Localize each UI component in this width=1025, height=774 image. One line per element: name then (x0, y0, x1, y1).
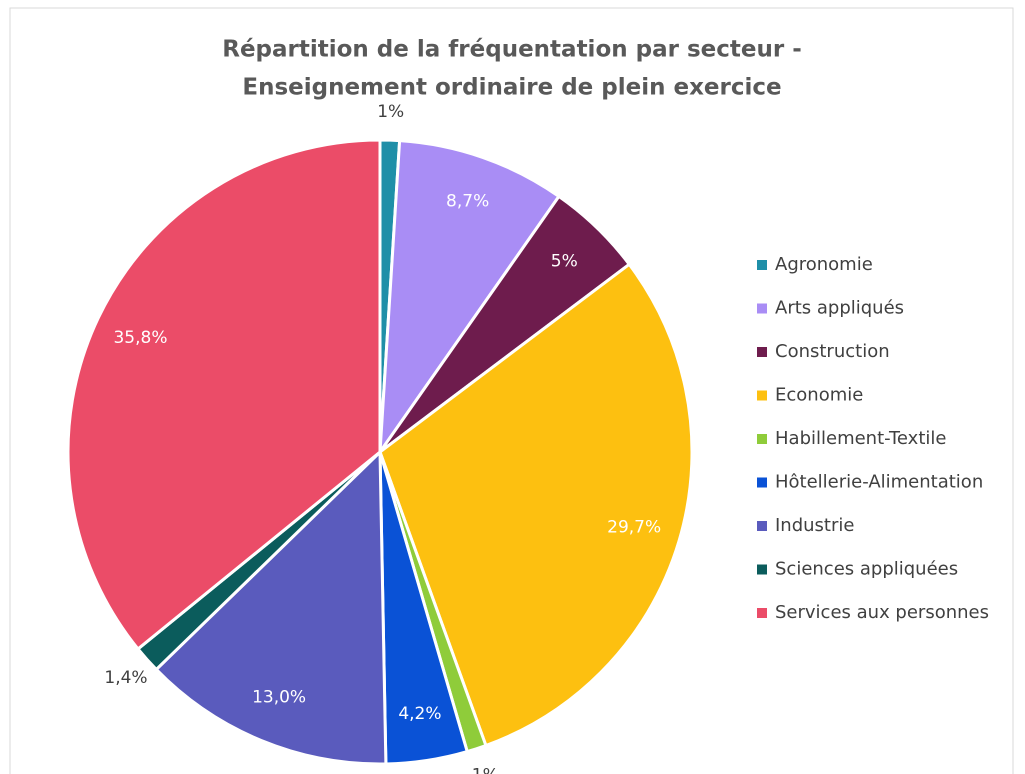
legend-label: Industrie (775, 515, 854, 536)
pie-slice (378, 139, 562, 458)
data-label: 29,7% (607, 518, 661, 538)
legend-label: Economie (775, 385, 863, 406)
data-label: 35,8% (113, 328, 167, 348)
legend-swatch (757, 564, 767, 575)
legend-swatch (757, 608, 767, 618)
chart-frame (9, 7, 1014, 774)
pie-slice (66, 138, 382, 652)
legend-label: Habillement-Textile (775, 428, 946, 449)
legend-swatch (757, 477, 767, 488)
pie-slice (378, 262, 694, 748)
data-label: 13,0% (252, 687, 306, 707)
data-label: 1,4% (104, 668, 147, 688)
pie-slice (154, 448, 388, 766)
legend-label: Sciences appliquées (775, 559, 958, 580)
legend-label: Agronomie (775, 254, 873, 275)
data-label: 1% (377, 102, 404, 122)
data-label: 4,2% (398, 704, 441, 724)
legend-label: Arts appliqués (775, 298, 904, 319)
legend-label: Construction (775, 341, 890, 362)
legend-swatch (757, 434, 767, 444)
legend-swatch (757, 390, 767, 401)
legend-swatch (757, 347, 767, 357)
chart-title: Répartition de la fréquentation par sect… (222, 37, 802, 63)
legend-swatch (757, 303, 767, 314)
legend-label: Hôtellerie-Alimentation (775, 472, 983, 493)
data-label: 8,7% (446, 192, 489, 212)
data-label: 5% (551, 251, 578, 271)
legend-swatch (757, 260, 767, 270)
legend-label: Services aux personnes (775, 602, 989, 623)
chart-subtitle: Enseignement ordinaire de plein exercice (242, 75, 781, 101)
data-label: 1% (472, 765, 499, 774)
legend-swatch (757, 521, 767, 531)
